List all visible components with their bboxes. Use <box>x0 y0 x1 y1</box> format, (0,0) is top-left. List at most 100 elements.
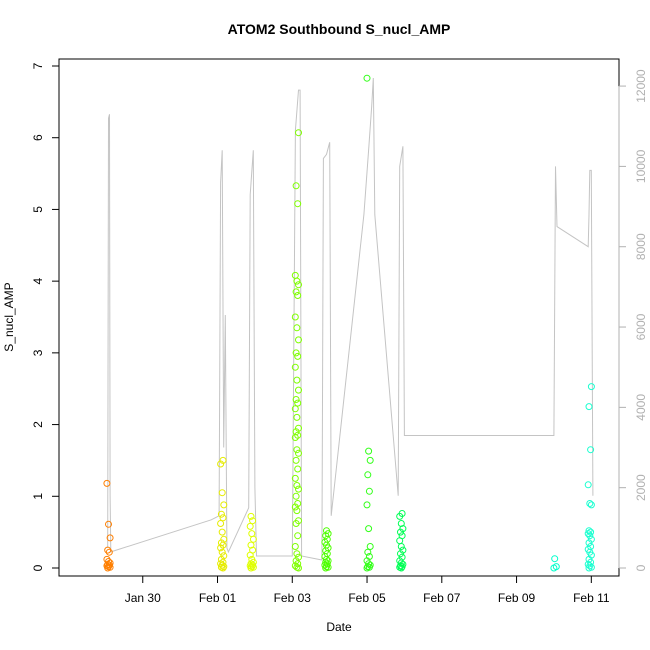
y2-tick-label: 2000 <box>634 474 648 501</box>
chart-title: ATOM2 Southbound S_nucl_AMP <box>228 21 451 37</box>
data-point <box>294 465 302 473</box>
data-point <box>397 543 405 550</box>
data-point <box>292 182 300 190</box>
data-point <box>247 512 255 520</box>
data-point <box>218 528 226 536</box>
x-tick-label: Feb 01 <box>199 591 237 605</box>
data-point <box>106 534 114 542</box>
data-point <box>294 352 302 360</box>
data-point <box>291 503 299 511</box>
data-point <box>294 200 302 208</box>
data-point <box>586 532 594 540</box>
data-point <box>293 413 301 421</box>
y-axis-left: 0 1 2 3 4 5 6 7 <box>31 62 60 571</box>
data-point <box>292 349 300 357</box>
data-point <box>292 288 300 296</box>
data-point <box>396 537 404 545</box>
data-point <box>294 292 302 299</box>
data-point <box>293 482 301 489</box>
data-point <box>249 535 257 543</box>
x-tick-label: Feb 03 <box>274 591 312 605</box>
data-point <box>587 446 595 454</box>
data-point <box>364 471 372 479</box>
data-point <box>295 129 302 137</box>
data-point <box>293 324 301 332</box>
x-tick-label: Jan 30 <box>125 591 161 605</box>
data-point <box>292 492 300 500</box>
data-point <box>396 512 404 520</box>
y2-tick-label: 6000 <box>634 313 648 340</box>
data-point <box>293 376 301 384</box>
data-point <box>291 543 299 550</box>
data-point <box>105 520 112 528</box>
data-point <box>585 539 593 547</box>
data-point <box>551 555 559 563</box>
data-point <box>363 74 371 82</box>
data-point <box>295 564 302 572</box>
data-point <box>291 363 299 371</box>
data-point <box>219 456 227 464</box>
data-point <box>366 456 374 464</box>
data-point <box>397 550 404 558</box>
data-point <box>584 481 592 489</box>
data-point <box>322 564 330 572</box>
altitude-line <box>107 77 594 561</box>
data-point <box>294 532 302 540</box>
data-point <box>363 564 371 572</box>
data-point <box>366 543 374 550</box>
y2-tick-label: 12000 <box>634 69 648 103</box>
data-point <box>217 510 225 518</box>
data-points <box>103 74 595 572</box>
data-point <box>249 517 257 525</box>
data-point <box>217 544 225 552</box>
data-point <box>399 525 407 533</box>
y-tick-label: 3 <box>31 349 45 356</box>
data-point <box>246 522 254 530</box>
x-tick-label: Feb 07 <box>423 591 461 605</box>
data-point <box>586 500 594 507</box>
data-point <box>365 447 373 455</box>
data-point <box>584 530 592 538</box>
data-point <box>295 449 302 457</box>
data-point <box>295 386 302 394</box>
data-point <box>291 405 299 413</box>
data-point <box>550 564 558 572</box>
y2-tick-label: 4000 <box>634 394 648 421</box>
data-point <box>291 434 299 441</box>
x-axis: Jan 30 Feb 01 Feb 03 Feb 05 Feb 07 Feb 09 Feb … <box>125 575 610 605</box>
y2-tick-label: 10000 <box>634 149 648 183</box>
data-point <box>103 479 111 487</box>
data-point <box>246 551 254 559</box>
data-point <box>585 564 593 572</box>
y2-tick-label: 8000 <box>634 233 648 260</box>
plot-frame <box>58 58 620 577</box>
data-point <box>587 383 595 391</box>
data-point <box>399 546 407 554</box>
altitude-series <box>107 77 594 561</box>
y-tick-label: 1 <box>31 493 45 500</box>
y-tick-label: 2 <box>31 421 45 428</box>
data-point <box>295 336 302 344</box>
data-point <box>105 548 113 556</box>
data-point <box>292 520 300 527</box>
data-point <box>365 487 373 495</box>
data-point <box>104 564 112 572</box>
data-point <box>397 559 405 567</box>
y-tick-label: 6 <box>31 134 45 141</box>
y-axis-right: 0 2000 4000 6000 8000 10000 12000 <box>618 69 648 571</box>
y-tick-label: 4 <box>31 277 45 284</box>
data-point <box>587 501 595 509</box>
data-point <box>219 564 227 572</box>
data-point <box>365 560 373 568</box>
data-point <box>220 501 228 509</box>
y-axis-label: S_nucl_AMP <box>2 282 16 351</box>
x-tick-label: Feb 05 <box>348 591 386 605</box>
data-point <box>293 507 301 515</box>
data-point <box>295 424 302 432</box>
data-point <box>293 550 301 558</box>
data-point <box>219 514 227 522</box>
data-point <box>291 313 299 321</box>
data-point <box>294 431 302 439</box>
data-point <box>292 396 300 403</box>
data-point <box>585 527 593 535</box>
